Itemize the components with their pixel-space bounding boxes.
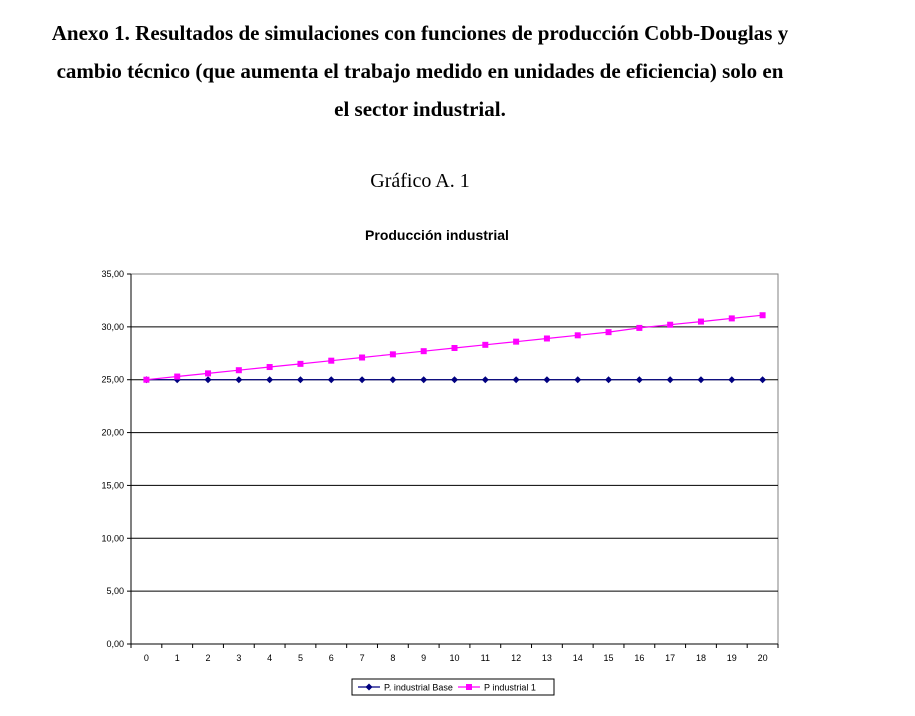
- series-2-point: [174, 373, 181, 380]
- series-2-point: [205, 370, 212, 377]
- heading-line-3: el sector industrial.: [334, 97, 506, 121]
- legend-label-2: P industrial 1: [484, 683, 536, 693]
- x-tick-label: 19: [727, 653, 737, 663]
- series-1-point: [728, 376, 736, 384]
- x-tick-label: 16: [634, 653, 644, 663]
- legend-marker-2: [466, 684, 472, 690]
- series-1-point: [235, 376, 243, 384]
- heading-line-2: cambio técnico (que aumenta el trabajo m…: [56, 59, 784, 83]
- series-2-point: [482, 341, 489, 348]
- series-2-point: [143, 376, 150, 383]
- y-tick-label: 25,00: [101, 375, 124, 385]
- series-1-point: [481, 376, 489, 384]
- y-tick-label: 35,00: [101, 269, 124, 279]
- series-2-point: [697, 318, 704, 325]
- x-tick-label: 1: [175, 653, 180, 663]
- series-2-point: [451, 345, 458, 351]
- series-2-point: [513, 338, 520, 345]
- series-1-point: [389, 376, 397, 384]
- series-2-point: [759, 312, 766, 319]
- series-2-point: [235, 367, 242, 374]
- document-heading: Anexo 1. Resultados de simulaciones con …: [0, 14, 840, 128]
- series-1-point: [605, 376, 613, 384]
- series-1-point: [451, 376, 458, 384]
- series-1-point: [543, 376, 551, 384]
- x-tick-label: 15: [604, 653, 614, 663]
- series-2-point: [605, 329, 612, 336]
- series-1-point: [666, 376, 674, 384]
- x-tick-label: 7: [360, 653, 365, 663]
- y-tick-label: 10,00: [101, 533, 124, 543]
- series-2-point: [389, 351, 396, 358]
- x-tick-label: 17: [665, 653, 675, 663]
- series-1-point: [266, 376, 274, 384]
- series-2-point: [543, 335, 550, 342]
- series-1-point: [296, 376, 304, 384]
- chart-title: Producción industrial: [365, 227, 509, 243]
- series-2-point: [574, 332, 581, 339]
- series-2-point: [667, 321, 674, 328]
- x-tick-label: 8: [390, 653, 395, 663]
- y-tick-label: 15,00: [101, 480, 124, 490]
- x-tick-label: 11: [481, 653, 490, 663]
- x-tick-label: 6: [329, 653, 334, 663]
- x-tick-label: 14: [573, 653, 583, 663]
- x-tick-label: 13: [542, 653, 552, 663]
- series-1-point: [512, 376, 520, 384]
- y-tick-label: 5,00: [106, 586, 124, 596]
- series-1-point: [358, 376, 366, 384]
- x-tick-label: 4: [267, 653, 272, 663]
- series-2-point: [359, 354, 366, 361]
- series-2-point: [728, 315, 735, 322]
- x-tick-label: 5: [298, 653, 303, 663]
- x-tick-label: 3: [236, 653, 241, 663]
- series-1-point: [327, 376, 335, 384]
- x-tick-label: 0: [144, 653, 149, 663]
- series-2-point: [636, 324, 643, 331]
- series-1-point: [759, 376, 767, 384]
- figure-label: Gráfico A. 1: [370, 170, 470, 192]
- series-2-point: [297, 360, 304, 367]
- y-tick-label: 0,00: [106, 639, 124, 649]
- x-tick-label: 2: [206, 653, 211, 663]
- heading-line-1: Anexo 1. Resultados de simulaciones con …: [51, 21, 789, 45]
- legend-marker-1: [365, 683, 373, 691]
- y-tick-label: 20,00: [101, 428, 124, 438]
- x-tick-label: 9: [421, 653, 426, 663]
- series-2-point: [328, 357, 335, 364]
- legend-box: [351, 678, 555, 696]
- x-tick-label: 18: [696, 653, 706, 663]
- series-1-point: [635, 376, 643, 384]
- x-tick-label: 10: [449, 653, 459, 663]
- series-2-point: [266, 364, 273, 371]
- legend-label-1: P. industrial Base: [384, 683, 453, 693]
- series-2-point: [420, 348, 427, 355]
- series-1-point: [420, 376, 428, 384]
- x-tick-label: 12: [511, 653, 521, 663]
- y-tick-label: 30,00: [101, 322, 124, 332]
- series-1-point: [204, 376, 212, 384]
- x-tick-label: 20: [758, 653, 768, 663]
- series-1-point: [574, 376, 582, 384]
- plot-area: [130, 273, 779, 645]
- series-1-point: [697, 376, 705, 384]
